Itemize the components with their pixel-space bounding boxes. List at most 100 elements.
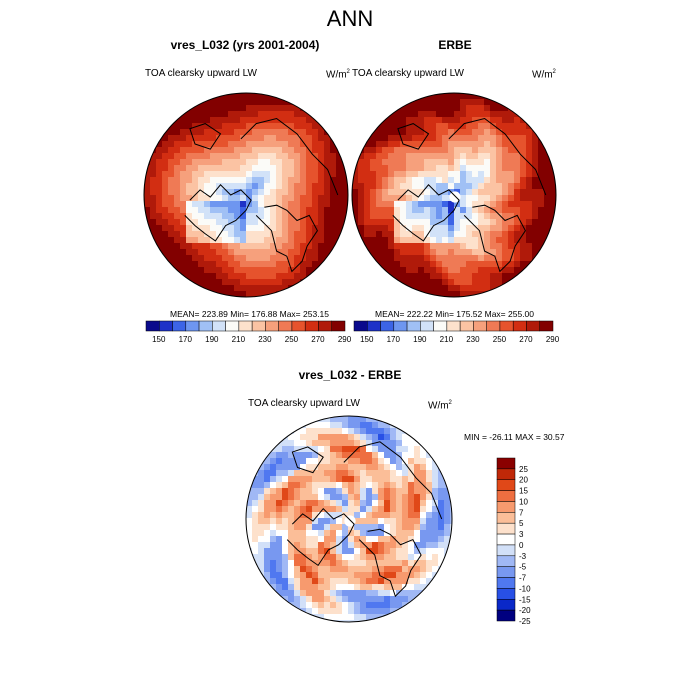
- map-diff-outline: [245, 415, 453, 623]
- map-erbe-outline: [351, 92, 557, 298]
- panel-1-units-label: W/m2: [326, 69, 350, 81]
- colorbar-diff-swatch: [496, 522, 516, 535]
- colorbar-model-swatch: [212, 320, 226, 332]
- panel-1-field-label: TOA clearsky upward LW: [145, 68, 257, 79]
- colorbar-model-swatch: [278, 320, 293, 332]
- colorbar-model-swatch: [172, 320, 187, 332]
- colorbar-diff-swatch: [496, 512, 516, 524]
- colorbar-erbe-swatch: [393, 320, 408, 332]
- colorbar-erbe-swatch: [353, 320, 368, 332]
- colorbar-diff-swatch: [496, 566, 516, 578]
- colorbar-model-tick-label: 290: [338, 335, 352, 344]
- colorbar-model-swatch: [265, 320, 279, 332]
- colorbar-diff-tick-label: 5: [519, 519, 524, 528]
- map-model-outline: [143, 92, 349, 298]
- colorbar-model-swatch: [291, 320, 306, 332]
- panel-3-field-label: TOA clearsky upward LW: [248, 398, 360, 409]
- colorbar-diff-swatch: [496, 479, 516, 491]
- colorbar-erbe-tick-label: 250: [493, 335, 507, 344]
- map-erbe-coastlines: [392, 117, 547, 273]
- colorbar-diff-swatch: [496, 588, 516, 600]
- colorbar-model-tick-label: 190: [205, 335, 219, 344]
- colorbar-diff-tick-label: 7: [519, 508, 524, 517]
- colorbar-diff-tick-label: 25: [519, 465, 528, 474]
- colorbar-model-swatch: [159, 320, 173, 332]
- colorbar-erbe-tick-label: 270: [519, 335, 533, 344]
- colorbar-erbe-swatch: [473, 320, 487, 332]
- colorbar-model-tick-label: 170: [179, 335, 193, 344]
- colorbar-model: 150 170 190 210 230 250 270 290: [145, 320, 352, 344]
- colorbar-diff-tick-label: 20: [519, 476, 528, 485]
- colorbar-model-swatch: [185, 320, 200, 332]
- colorbar-erbe-tick-label: 230: [466, 335, 480, 344]
- colorbar-diff-tick-label: -20: [519, 606, 531, 615]
- colorbar-erbe-swatch: [367, 320, 381, 332]
- panel-1-title: vres_L032 (yrs 2001-2004): [170, 38, 320, 52]
- panel-2-title: ERBE: [438, 38, 472, 52]
- figure-title: ANN: [326, 6, 374, 31]
- map-diff-coastlines: [286, 441, 443, 598]
- colorbar-erbe-swatch: [420, 320, 434, 332]
- colorbar-model-tick-label: 150: [152, 335, 166, 344]
- colorbar-diff-swatch: [496, 457, 516, 470]
- colorbar-model-tick-label: 250: [285, 335, 299, 344]
- colorbar-diff-tick-label: 0: [519, 541, 524, 550]
- colorbar-diff-tick-label: -3: [519, 552, 527, 561]
- panel-3-units-label: W/m2: [428, 400, 452, 412]
- colorbar-diff-swatch: [496, 544, 516, 557]
- panel-2-field-label: TOA clearsky upward LW: [352, 68, 464, 79]
- colorbar-model-swatch: [225, 320, 240, 332]
- colorbar-erbe-tick-label: 210: [440, 335, 454, 344]
- colorbar-diff-swatch: [496, 555, 516, 567]
- colorbar-erbe-swatch: [526, 320, 540, 332]
- colorbar-diff-swatch: [496, 577, 516, 589]
- colorbar-model-swatch: [145, 320, 160, 332]
- colorbar-diff-tick-label: 3: [519, 530, 524, 539]
- colorbar-diff-tick-label: -5: [519, 563, 527, 572]
- colorbar-diff-swatch: [496, 599, 516, 611]
- map-erbe-field: [352, 93, 556, 297]
- colorbar-diff-tick-label: -10: [519, 584, 531, 593]
- colorbar-diff-tick-label: -7: [519, 574, 527, 583]
- colorbar-model-tick-label: 210: [232, 335, 246, 344]
- colorbar-model-tick-label: 270: [311, 335, 325, 344]
- colorbar-diff-swatch: [496, 501, 516, 513]
- colorbar-erbe-swatch: [486, 320, 501, 332]
- colorbar-erbe-swatch: [380, 320, 395, 332]
- colorbar-diff-tick-label: -25: [519, 617, 531, 626]
- colorbar-erbe-swatch: [512, 320, 527, 332]
- panel-3-stats: MIN = -26.11 MAX = 30.57: [464, 432, 565, 442]
- panel-2-units-label: W/m2: [532, 69, 556, 81]
- colorbar-erbe-swatch: [433, 320, 448, 332]
- colorbar-diff-tick-label: 10: [519, 497, 528, 506]
- colorbar-diff-swatch: [496, 609, 516, 622]
- colorbar-erbe-tick-label: 290: [546, 335, 560, 344]
- colorbar-model-swatch: [251, 320, 266, 332]
- colorbar-erbe-swatch: [406, 320, 421, 332]
- colorbar-erbe-tick-label: 190: [413, 335, 427, 344]
- colorbar-model-swatch: [198, 320, 213, 332]
- colorbar-model-swatch: [331, 320, 346, 332]
- colorbar-erbe-swatch: [499, 320, 514, 332]
- colorbar-model-tick-label: 230: [258, 335, 272, 344]
- colorbar-diff-swatch: [496, 468, 516, 480]
- colorbar-erbe: 150 170 190 210 230 250 270 290: [353, 320, 560, 344]
- colorbar-erbe-tick-label: 150: [360, 335, 374, 344]
- colorbar-diff-tick-label: 15: [519, 487, 528, 496]
- map-model-coastlines: [184, 117, 339, 273]
- colorbar-model-swatch: [304, 320, 319, 332]
- colorbar-erbe-swatch: [459, 320, 474, 332]
- panel-1-stats: MEAN= 223.89 Min= 176.88 Max= 253.15: [170, 309, 330, 319]
- colorbar-diff-swatch: [496, 533, 516, 546]
- colorbar-model-swatch: [238, 320, 253, 332]
- colorbar-erbe-swatch: [539, 320, 554, 332]
- colorbar-erbe-tick-label: 170: [387, 335, 401, 344]
- panel-2-stats: MEAN= 222.22 Min= 175.52 Max= 255.00: [375, 309, 535, 319]
- panel-3-title: vres_L032 - ERBE: [298, 368, 402, 382]
- colorbar-diff-swatch: [496, 490, 516, 502]
- colorbar-erbe-swatch: [446, 320, 461, 332]
- colorbar-model-swatch: [318, 320, 332, 332]
